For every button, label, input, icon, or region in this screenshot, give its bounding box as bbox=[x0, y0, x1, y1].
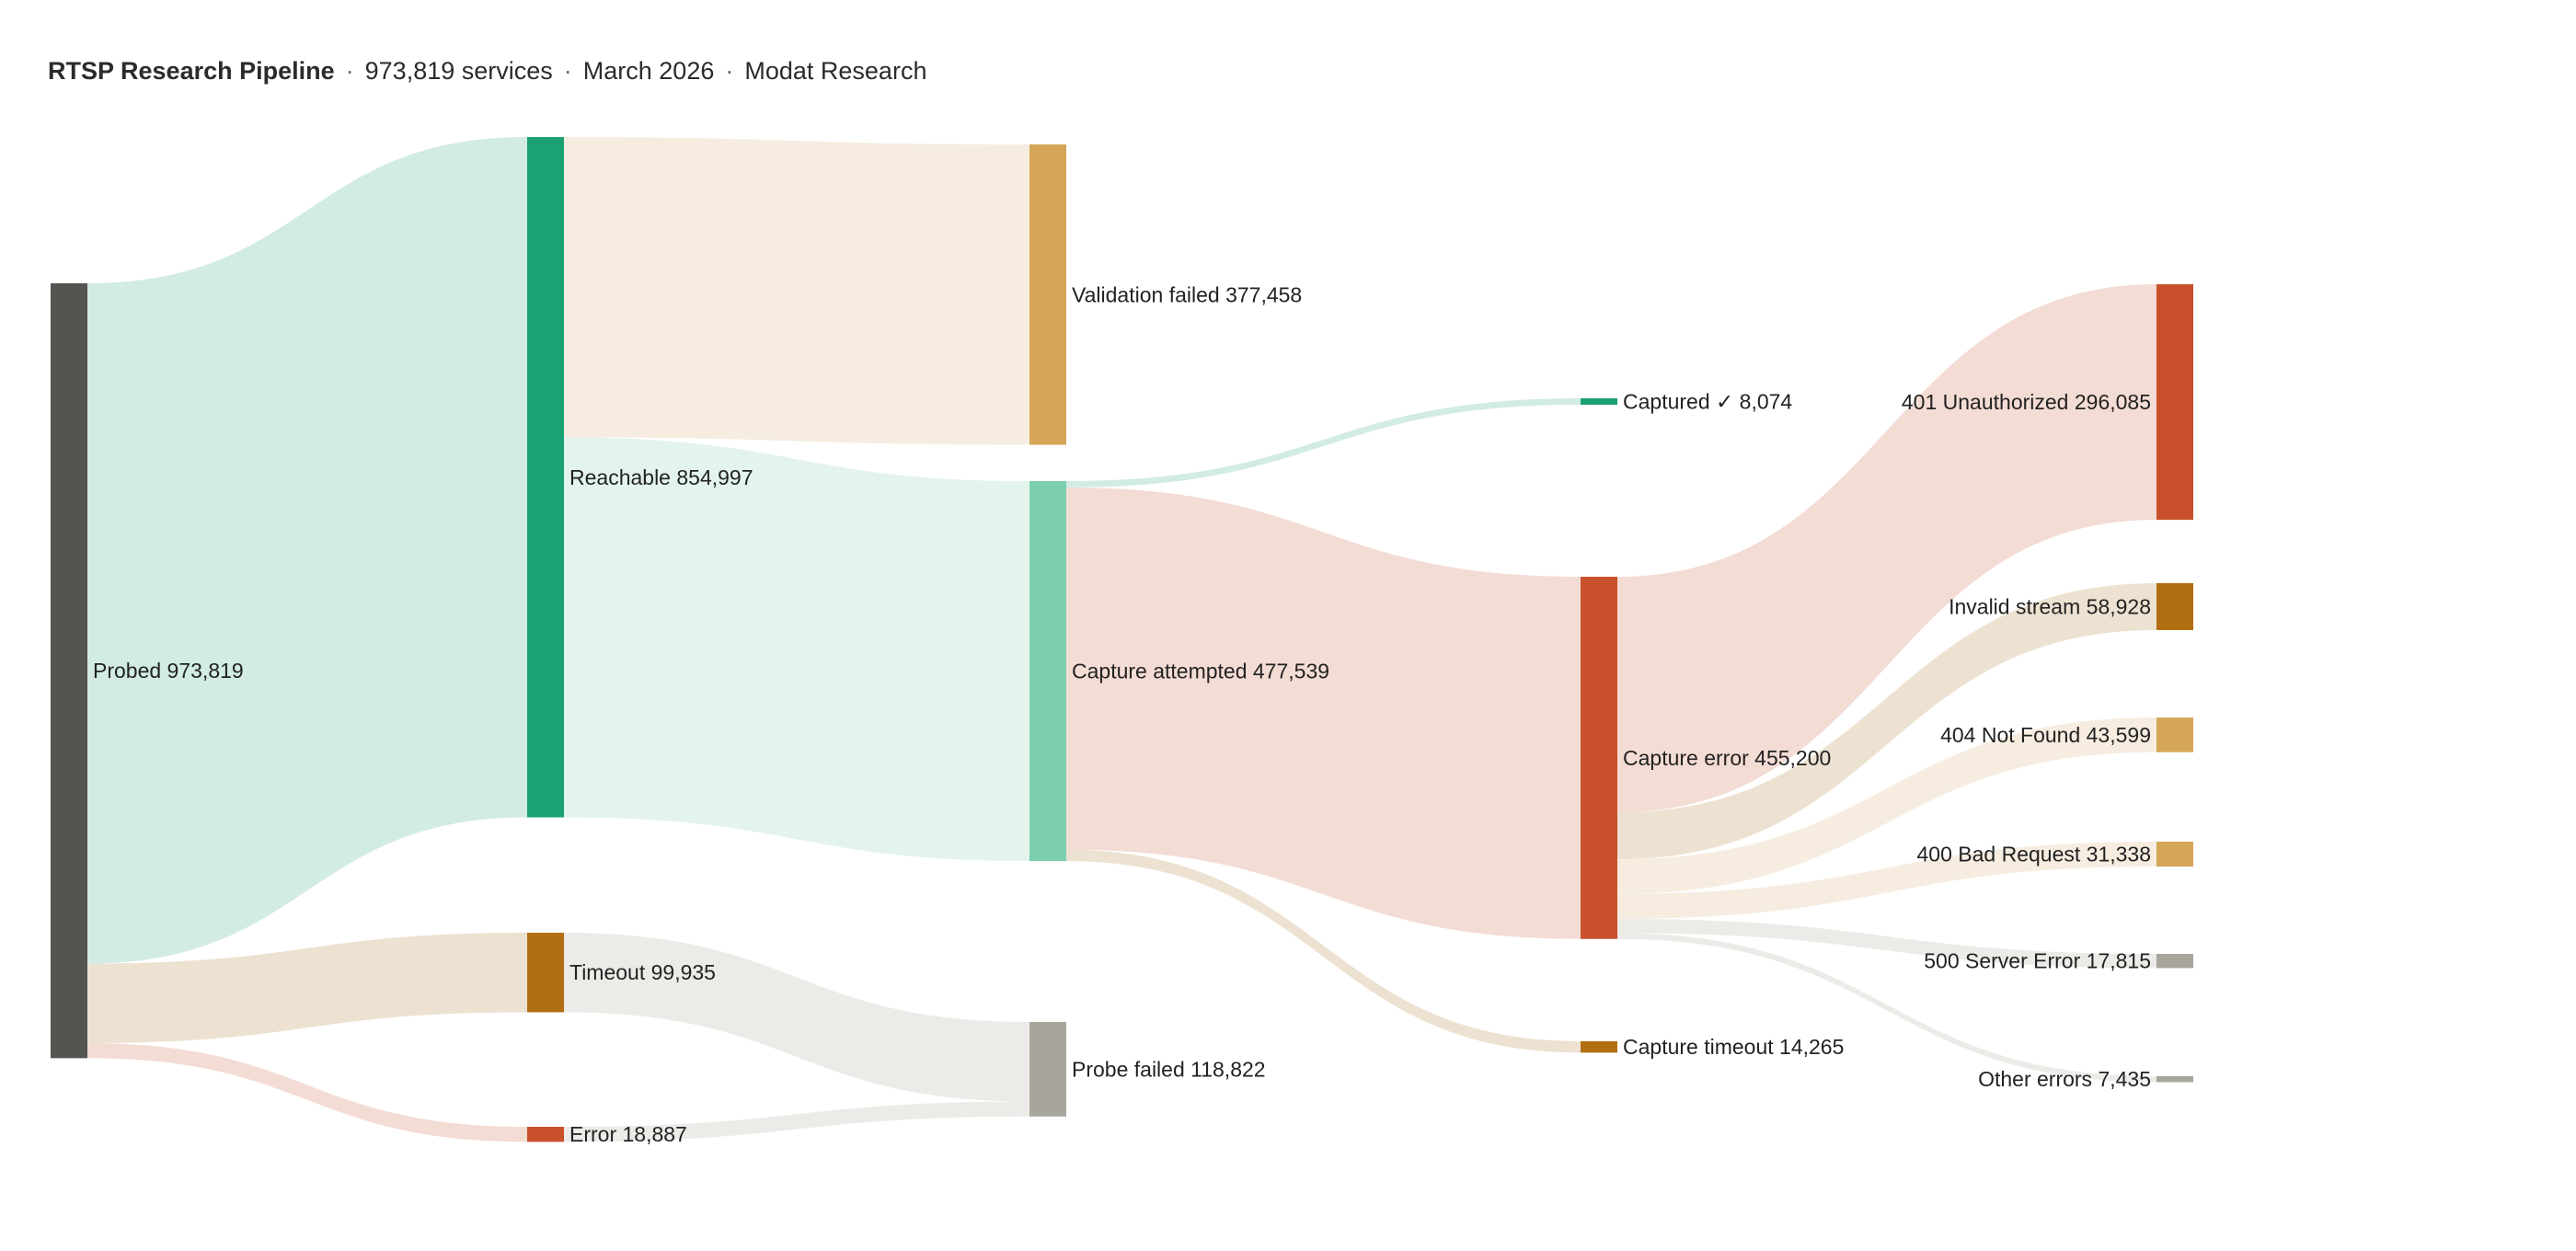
node-e404 bbox=[2156, 717, 2193, 752]
node-label-capture_error: Capture error 455,200 bbox=[1623, 746, 1831, 770]
sankey-labels: Probed 973,819 Reachable 854,997 Timeout 9… bbox=[93, 282, 2151, 1146]
node-validation_failed bbox=[1029, 144, 1066, 445]
node-label-validation_failed: Validation failed 377,458 bbox=[1072, 282, 1302, 306]
title-separator: · bbox=[345, 57, 354, 85]
node-e400 bbox=[2156, 842, 2193, 867]
node-label-error: Error 18,887 bbox=[569, 1122, 687, 1146]
node-label-timeout: Timeout 99,935 bbox=[569, 960, 716, 984]
node-captured bbox=[1581, 398, 1617, 405]
flow-reachable-to-validation_failed bbox=[564, 137, 1029, 445]
chart-title: RTSP Research Pipeline · 973,819 services ·… bbox=[48, 57, 926, 86]
node-label-captured: Captured ✓ 8,074 bbox=[1623, 389, 1792, 413]
node-probed bbox=[51, 283, 87, 1059]
flow-timeout-to-probe_failed bbox=[564, 933, 1029, 1102]
flow-capture_attempted-to-capture_error bbox=[1066, 487, 1581, 939]
node-e401 bbox=[2156, 284, 2193, 521]
flow-probed-to-error bbox=[87, 1043, 527, 1142]
flow-capture_attempted-to-capture_timeout bbox=[1066, 849, 1581, 1053]
node-e500 bbox=[2156, 954, 2193, 969]
report-date: March 2026 bbox=[582, 57, 715, 85]
node-reachable bbox=[527, 137, 564, 818]
node-label-e400: 400 Bad Request 31,338 bbox=[1917, 843, 2151, 867]
node-capture_attempted bbox=[1029, 481, 1066, 862]
flow-capture_error-to-e500 bbox=[1617, 918, 2156, 969]
node-probe_failed bbox=[1029, 1022, 1066, 1117]
flow-capture_error-to-invalid_stream bbox=[1617, 583, 2156, 860]
flow-capture_error-to-e401 bbox=[1617, 284, 2156, 813]
flow-capture_error-to-e400 bbox=[1617, 842, 2156, 919]
title-separator: · bbox=[563, 57, 572, 85]
node-label-e401: 401 Unauthorized 296,085 bbox=[1902, 390, 2151, 414]
flow-capture_error-to-other_errors bbox=[1617, 933, 2156, 1083]
node-label-reachable: Reachable 854,997 bbox=[569, 465, 753, 489]
node-error bbox=[527, 1127, 564, 1142]
sankey-links bbox=[87, 137, 2156, 1142]
node-capture_error bbox=[1581, 577, 1617, 939]
title-separator: · bbox=[725, 57, 734, 85]
services-count: 973,819 services bbox=[364, 57, 553, 85]
node-label-capture_timeout: Capture timeout 14,265 bbox=[1623, 1035, 1844, 1059]
node-invalid_stream bbox=[2156, 583, 2193, 630]
node-label-invalid_stream: Invalid stream 58,928 bbox=[1949, 594, 2151, 618]
flow-capture_error-to-e404 bbox=[1617, 717, 2156, 894]
organization: Modat Research bbox=[744, 57, 927, 85]
node-label-probed: Probed 973,819 bbox=[93, 659, 244, 683]
node-label-other_errors: Other errors 7,435 bbox=[1978, 1067, 2151, 1091]
sankey-nodes bbox=[51, 137, 2193, 1142]
flow-error-to-probe_failed bbox=[564, 1101, 1029, 1142]
title-text: RTSP Research Pipeline bbox=[48, 57, 335, 85]
node-label-e500: 500 Server Error 17,815 bbox=[1924, 949, 2151, 973]
node-capture_timeout bbox=[1581, 1041, 1617, 1053]
flow-probed-to-timeout bbox=[87, 933, 527, 1044]
node-label-e404: 404 Not Found 43,599 bbox=[1940, 723, 2151, 747]
flow-reachable-to-capture_attempted bbox=[564, 437, 1029, 862]
node-timeout bbox=[527, 933, 564, 1013]
flow-capture_attempted-to-captured bbox=[1066, 398, 1581, 488]
node-label-capture_attempted: Capture attempted 477,539 bbox=[1072, 660, 1329, 683]
flow-probed-to-reachable bbox=[87, 137, 527, 964]
node-other_errors bbox=[2156, 1076, 2193, 1083]
node-label-probe_failed: Probe failed 118,822 bbox=[1072, 1057, 1266, 1081]
